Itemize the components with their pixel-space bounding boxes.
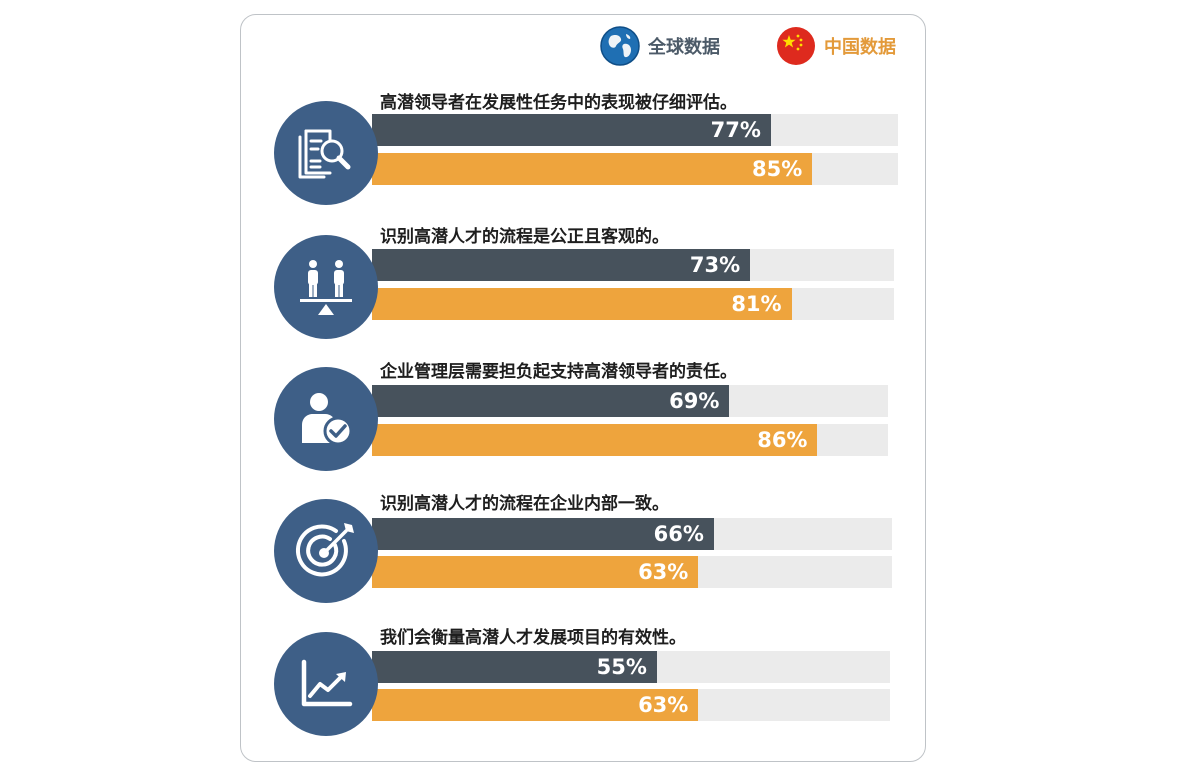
legend-global: 全球数据 [600,26,720,66]
row-icon-2 [274,235,378,339]
bar-china-1 [372,153,813,185]
balance-people-icon [300,260,352,315]
bar-china-2 [372,288,792,320]
bar-global-4 [372,518,714,550]
document-search-icon [298,129,351,179]
row-title-1: 高潜领导者在发展性任务中的表现被仔细评估。 [380,93,737,113]
row-icon-4 [274,499,378,603]
row-title-3: 企业管理层需要担负起支持高潜领导者的责任。 [380,362,737,382]
value-global-5: 55% [596,655,647,679]
value-global-4: 66% [653,522,704,546]
row-icon-3 [274,367,378,471]
value-china-3: 86% [757,428,808,452]
bar-global-3 [372,385,730,417]
row-icon-1 [274,101,378,205]
value-china-1: 85% [752,157,803,181]
value-global-1: 77% [710,118,761,142]
value-global-3: 69% [669,389,720,413]
row-title-4: 识别高潜人才的流程在企业内部一致。 [380,494,669,514]
legend-global-label: 全球数据 [648,37,720,58]
growth-chart-icon [301,659,353,707]
china-flag-icon [777,27,815,65]
value-global-2: 73% [689,253,741,277]
person-check-icon [302,393,353,446]
bar-global-2 [372,249,751,281]
bar-china-4 [372,556,699,588]
legend-china-label: 中国数据 [824,37,896,58]
value-china-4: 63% [638,560,689,584]
row-icon-5 [274,632,378,736]
bar-global-5 [372,651,657,683]
row-title-5: 我们会衡量高潜人才发展项目的有效性。 [380,628,686,648]
target-icon [295,523,354,577]
bar-china-5 [372,689,699,721]
bar-china-3 [372,424,818,456]
row-title-2: 识别高潜人才的流程是公正且客观的。 [380,227,669,247]
legend: 全球数据 中国数据 [0,20,1178,70]
legend-china: 中国数据 [776,26,896,66]
value-china-2: 81% [731,292,782,316]
bar-global-1 [372,114,771,146]
value-china-5: 63% [638,693,689,717]
globe-icon [600,26,640,66]
